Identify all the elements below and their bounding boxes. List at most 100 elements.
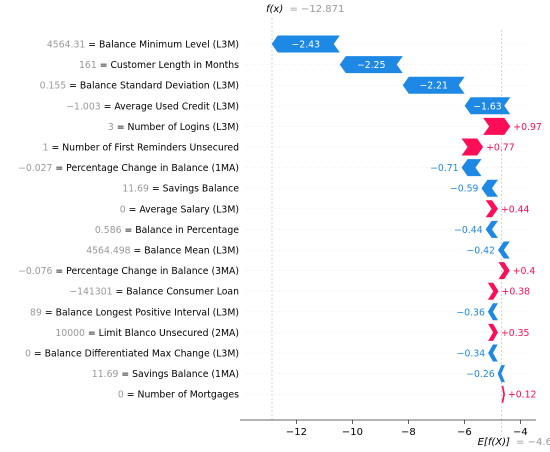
ex-value: = −4.671 bbox=[516, 437, 550, 448]
feature-label: 3 = Number of Logins (L3M) bbox=[108, 122, 239, 133]
feature-eq: = bbox=[49, 143, 63, 154]
feature-row: 4564.498 = Balance Mean (L3M) −0.42 bbox=[86, 241, 530, 259]
feature-label: 11.69 = Savings Balance bbox=[122, 184, 239, 195]
feature-label: 0.586 = Balance in Percentage bbox=[95, 225, 239, 236]
feature-label: 0 = Number of Mortgages bbox=[118, 390, 239, 401]
feature-label: 0.155 = Balance Standard Deviation (L3M) bbox=[40, 81, 239, 92]
feature-name: Limit Blanco Unsecured (2MA) bbox=[99, 328, 239, 339]
feature-value: 4564.31 bbox=[47, 40, 86, 51]
shap-value-label: −0.59 bbox=[450, 184, 479, 195]
feature-row: 89 = Balance Longest Positive Interval (… bbox=[30, 303, 530, 321]
feature-eq: = bbox=[97, 60, 111, 71]
shap-value-label: +0.4 bbox=[513, 266, 536, 277]
feature-value: 0.155 bbox=[40, 81, 67, 92]
positive-bar bbox=[501, 385, 505, 403]
shap-value-label: −0.36 bbox=[456, 307, 485, 318]
positive-bar bbox=[461, 138, 484, 156]
feature-eq: = bbox=[85, 40, 99, 51]
fx-label: f(x) = −12.871 bbox=[266, 4, 344, 15]
shap-value-label: −2.21 bbox=[419, 81, 448, 92]
feature-row: 1 = Number of First Reminders Unsecured +… bbox=[43, 138, 530, 156]
feature-name: Number of Mortgages bbox=[138, 390, 240, 401]
feature-eq: = bbox=[118, 369, 132, 380]
feature-label: 161 = Customer Length in Months bbox=[79, 60, 239, 71]
negative-bar bbox=[464, 97, 511, 115]
x-tick-label: −6 bbox=[457, 427, 472, 438]
feature-name: Savings Balance bbox=[163, 184, 240, 195]
shap-value-label: −0.71 bbox=[430, 163, 459, 174]
feature-name: Percentage Change in Balance (1MA) bbox=[66, 163, 239, 174]
fx-marker: f(x) = −12.871 bbox=[266, 4, 344, 420]
feature-name: Number of Logins (L3M) bbox=[128, 122, 239, 133]
fx-symbol: f(x) bbox=[266, 4, 283, 15]
shap-value-label: −1.63 bbox=[473, 101, 502, 112]
shap-value-label: +0.38 bbox=[502, 287, 531, 298]
ex-symbol: E[f(X)] bbox=[478, 437, 510, 448]
feature-value: 11.69 bbox=[92, 369, 119, 380]
feature-value: 0.586 bbox=[95, 225, 122, 236]
feature-eq: = bbox=[126, 204, 140, 215]
feature-value: 10000 bbox=[55, 328, 85, 339]
feature-value: −0.027 bbox=[18, 163, 52, 174]
feature-name: Balance Minimum Level (L3M) bbox=[99, 40, 239, 51]
feature-row: 11.69 = Savings Balance (1MA) −0.26 bbox=[92, 365, 530, 383]
feature-rows: 4564.31 = Balance Minimum Level (L3M) −2.… bbox=[18, 35, 542, 403]
feature-eq: = bbox=[31, 349, 45, 360]
feature-row: 0.586 = Balance in Percentage −0.44 bbox=[95, 220, 530, 238]
negative-bar bbox=[481, 179, 498, 197]
feature-name: Average Salary (L3M) bbox=[139, 204, 239, 215]
feature-label: 4564.498 = Balance Mean (L3M) bbox=[86, 246, 239, 257]
feature-label: −0.027 = Percentage Change in Balance (1… bbox=[18, 163, 239, 174]
feature-eq: = bbox=[52, 266, 66, 277]
feature-name: Number of First Reminders Unsecured bbox=[62, 143, 239, 154]
positive-bar bbox=[488, 323, 498, 341]
positive-bar bbox=[483, 117, 511, 135]
shap-value-label: −0.26 bbox=[466, 369, 495, 380]
feature-value: 0 bbox=[118, 390, 124, 401]
feature-eq: = bbox=[149, 184, 163, 195]
feature-row: 11.69 = Savings Balance −0.59 bbox=[122, 179, 530, 197]
feature-name: Percentage Change in Balance (3MA) bbox=[66, 266, 239, 277]
feature-value: −1.003 bbox=[66, 101, 100, 112]
feature-value: 89 bbox=[30, 307, 42, 318]
negative-bar bbox=[488, 344, 498, 362]
shap-value-label: +0.35 bbox=[501, 328, 530, 339]
ex-marker: E[f(X)] = −4.671 bbox=[478, 30, 550, 448]
shap-value-label: +0.44 bbox=[501, 204, 530, 215]
shap-value-label: −2.43 bbox=[292, 40, 321, 51]
feature-row: 10000 = Limit Blanco Unsecured (2MA) +0.3… bbox=[55, 323, 530, 341]
feature-value: −141301 bbox=[69, 287, 112, 298]
feature-label: −1.003 = Average Used Credit (L3M) bbox=[66, 101, 239, 112]
negative-bar bbox=[497, 365, 505, 383]
feature-row: 0 = Balance Differentiated Max Change (L… bbox=[25, 344, 530, 362]
feature-row: 0.155 = Balance Standard Deviation (L3M)… bbox=[40, 76, 530, 94]
shap-value-label: −0.42 bbox=[466, 246, 495, 257]
negative-bar bbox=[461, 159, 482, 177]
feature-label: 1 = Number of First Reminders Unsecured bbox=[43, 143, 240, 154]
feature-eq: = bbox=[113, 287, 127, 298]
feature-value: −0.076 bbox=[18, 266, 52, 277]
feature-value: 3 bbox=[108, 122, 114, 133]
positive-bar bbox=[498, 262, 510, 280]
negative-bar bbox=[485, 220, 498, 238]
feature-label: 0 = Balance Differentiated Max Change (L… bbox=[25, 349, 239, 360]
feature-name: Balance Standard Deviation (L3M) bbox=[80, 81, 239, 92]
negative-bar bbox=[271, 35, 340, 53]
feature-name: Balance Differentiated Max Change (L3M) bbox=[45, 349, 239, 360]
x-axis: −12 −10 −8 −6 −4 bbox=[240, 419, 536, 438]
feature-eq: = bbox=[124, 390, 138, 401]
negative-bar bbox=[487, 303, 498, 321]
feature-label: −0.076 = Percentage Change in Balance (3… bbox=[18, 266, 239, 277]
x-tick-label: −12 bbox=[286, 427, 307, 438]
feature-eq: = bbox=[131, 246, 145, 257]
feature-eq: = bbox=[114, 122, 128, 133]
negative-bar bbox=[497, 241, 510, 259]
feature-label: −141301 = Balance Consumer Loan bbox=[69, 287, 239, 298]
feature-name: Balance in Percentage bbox=[135, 225, 239, 236]
feature-eq: = bbox=[52, 163, 66, 174]
feature-eq: = bbox=[66, 81, 80, 92]
feature-label: 0 = Average Salary (L3M) bbox=[120, 204, 239, 215]
feature-eq: = bbox=[42, 307, 56, 318]
feature-eq: = bbox=[101, 101, 115, 112]
